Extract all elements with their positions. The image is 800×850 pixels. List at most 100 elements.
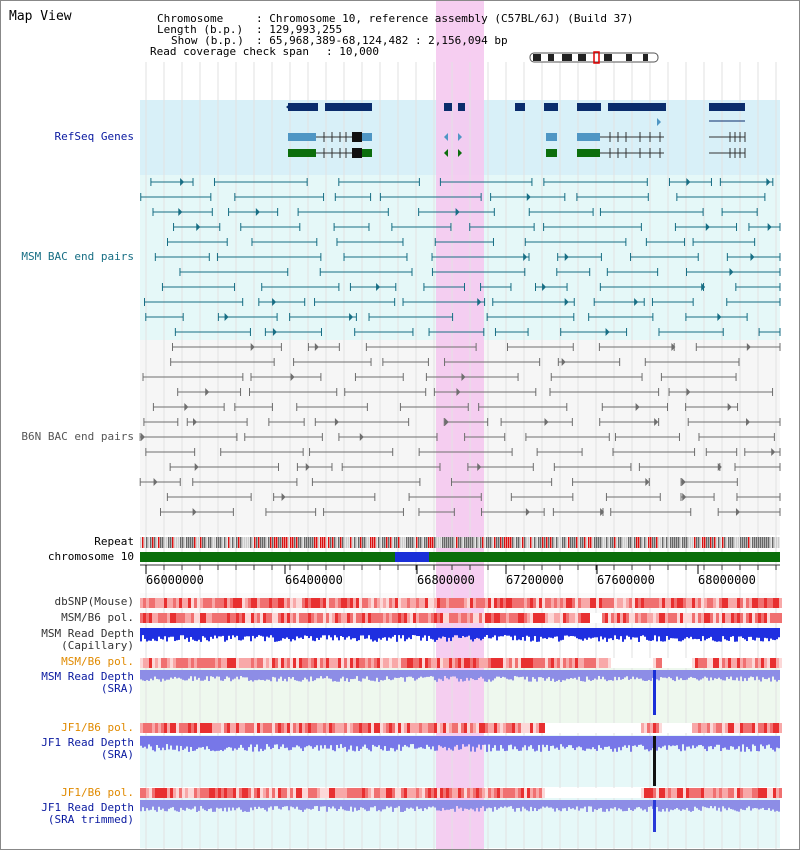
depth-bar [504, 670, 506, 678]
track-label-msm-bac[interactable]: MSM BAC end pairs [21, 250, 134, 263]
depth-bar [350, 670, 352, 680]
track-label-b6n-bac[interactable]: B6N BAC end pairs [21, 430, 134, 443]
heat-cell [734, 723, 737, 733]
track-label-msm-pol[interactable]: MSM/B6 pol. [61, 611, 134, 624]
depth-bar [498, 736, 500, 751]
depth-bar [440, 800, 442, 811]
heat-cell [767, 723, 770, 733]
msm-depth-sra-line2: (SRA) [100, 682, 134, 695]
repeat-feature [400, 537, 402, 548]
heat-cell [353, 788, 356, 798]
heat-cell [626, 723, 629, 733]
track-label-dbsnp[interactable]: dbSNP(Mouse) [54, 595, 134, 608]
depth-bar [668, 628, 670, 640]
repeat-feature [570, 537, 572, 548]
depth-bar [262, 670, 264, 680]
depth-bar [702, 800, 704, 807]
heat-cell [374, 723, 377, 733]
depth-bar [280, 628, 282, 641]
track-label-repeat[interactable]: Repeat [94, 535, 134, 548]
depth-bar [778, 628, 780, 638]
repeat-feature [146, 537, 148, 548]
depth-bar [410, 628, 412, 640]
track-label-jf1-depth-2[interactable]: JF1 Read Depth (SRA trimmed) [41, 802, 134, 826]
heat-cell [338, 723, 341, 733]
depth-bar [594, 670, 596, 679]
repeat-feature [648, 537, 650, 548]
axis-tick-label: 68000000 [698, 573, 756, 587]
depth-bar [268, 628, 270, 638]
depth-bar [428, 800, 430, 807]
track-label-refseq-genes[interactable]: RefSeq Genes [54, 130, 134, 143]
depth-bar [604, 800, 606, 812]
depth-bar [408, 670, 410, 677]
depth-bar [448, 670, 450, 680]
depth-bar [384, 800, 386, 810]
depth-bar [752, 800, 754, 809]
depth-bar [494, 670, 496, 679]
msm-depth-sra-line1: MSM Read Depth [41, 670, 134, 683]
depth-bar [364, 628, 366, 639]
heat-cell [281, 658, 284, 668]
track-label-chromosome[interactable]: chromosome 10 [47, 550, 134, 563]
heat-cell [587, 598, 590, 608]
depth-bar [166, 800, 168, 812]
heat-cell [173, 788, 176, 798]
depth-bar [602, 736, 604, 750]
heat-cell [674, 788, 677, 798]
ideogram-band [578, 54, 586, 61]
track-label-msm-depth-sra[interactable]: MSM Read Depth (SRA) [41, 671, 134, 695]
depth-bar [186, 800, 188, 808]
track-label-msm-depth-capillary[interactable]: MSM Read Depth (Capillary) [41, 628, 134, 652]
length-value: : 129,993,255 [256, 23, 343, 36]
track-label-msm-pol-sra[interactable]: MSM/B6 pol. [61, 655, 134, 668]
heat-cell [545, 723, 548, 733]
depth-bar [460, 628, 462, 638]
depth-bar [242, 670, 244, 678]
gene-block [577, 149, 600, 157]
depth-bar [152, 628, 154, 639]
track-label-jf1-depth-1[interactable]: JF1 Read Depth (SRA) [41, 737, 134, 761]
track-label-jf1-pol-1[interactable]: JF1/B6 pol. [61, 721, 134, 734]
bac-end-arrow [600, 508, 605, 516]
heat-cell [281, 613, 284, 623]
depth-bar [226, 736, 228, 748]
track-label-jf1-pol-2[interactable]: JF1/B6 pol. [61, 786, 134, 799]
heat-cell [662, 658, 665, 668]
depth-bar [506, 800, 508, 808]
repeat-feature [660, 537, 662, 548]
depth-bar [566, 800, 568, 811]
heat-cell [353, 723, 356, 733]
depth-bar [524, 736, 526, 746]
depth-bar [168, 800, 170, 809]
depth-bar [564, 800, 566, 809]
heat-cell [449, 723, 452, 733]
depth-bar [708, 736, 710, 747]
depth-bar [646, 800, 648, 812]
heat-cell [443, 613, 446, 623]
depth-bar [414, 628, 416, 636]
heat-cell [221, 788, 224, 798]
heat-cell [179, 598, 182, 608]
depth-bar [666, 800, 668, 809]
depth-bar [486, 736, 488, 752]
repeat-feature [164, 537, 166, 548]
depth-bar [628, 736, 630, 746]
heat-cell [620, 658, 623, 668]
depth-bar [538, 800, 540, 810]
heat-cell [752, 788, 755, 798]
gene-block [458, 103, 465, 111]
depth-bar [348, 628, 350, 637]
bac-end-arrow [681, 478, 686, 486]
repeat-feature [456, 537, 458, 548]
bac-end-arrow [376, 283, 381, 291]
heat-cell [506, 613, 509, 623]
depth-bar [606, 670, 608, 682]
heat-cell [437, 658, 440, 668]
repeat-feature [460, 537, 462, 548]
chromosome-bar [140, 552, 780, 562]
heat-cell [473, 598, 476, 608]
depth-bar [216, 736, 218, 751]
depth-bar [416, 670, 418, 680]
